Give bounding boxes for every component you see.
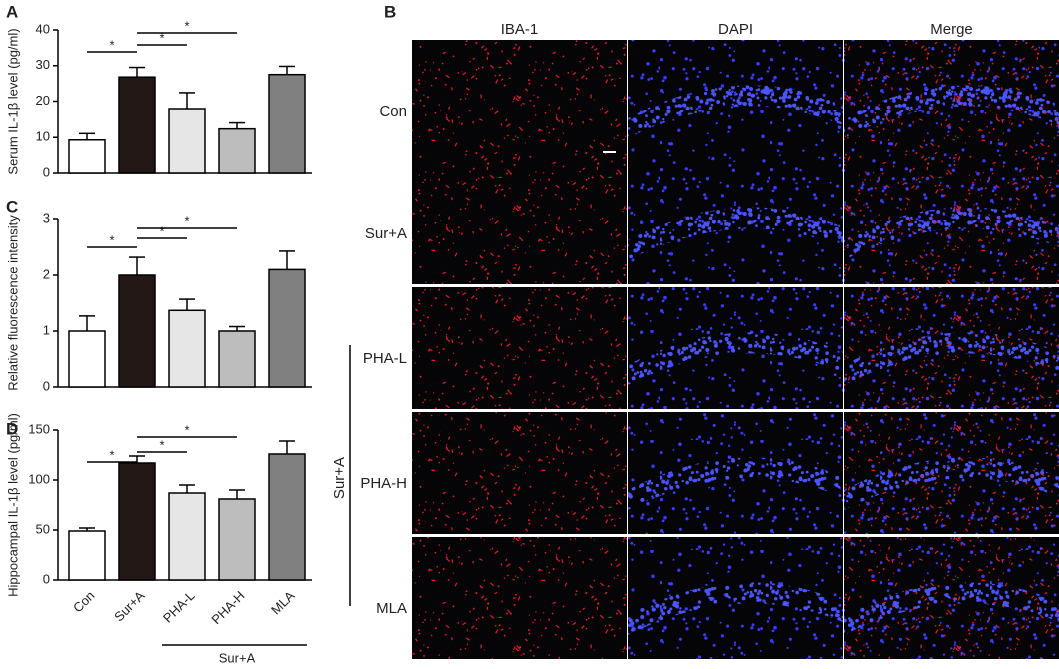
bar bbox=[118, 462, 156, 581]
row-label: MLA bbox=[376, 600, 407, 617]
bar bbox=[168, 108, 206, 174]
bar bbox=[218, 127, 256, 174]
red-microglia bbox=[412, 412, 627, 534]
y-tick-label: 0 bbox=[43, 378, 50, 393]
panel-letter: C bbox=[6, 197, 18, 216]
significance-mark: * bbox=[109, 37, 114, 52]
cell-layer bbox=[628, 207, 843, 260]
x-tick-label: PHA-L bbox=[160, 588, 198, 626]
panel-letter: A bbox=[6, 2, 18, 21]
significance-mark: * bbox=[159, 437, 164, 452]
bar bbox=[218, 330, 256, 388]
panel-letter: D bbox=[6, 419, 18, 438]
y-axis-label: Hippocampal IL-1β level (pg/ml) bbox=[5, 413, 20, 597]
x-tick-label: Con bbox=[70, 588, 97, 615]
bar bbox=[118, 274, 156, 388]
y-tick-label: 3 bbox=[43, 210, 50, 225]
bar bbox=[168, 309, 206, 388]
column-label: IBA-1 bbox=[501, 21, 539, 38]
significance-mark: * bbox=[159, 223, 164, 238]
column-label: DAPI bbox=[718, 21, 753, 38]
y-tick-label: 30 bbox=[36, 57, 50, 72]
bar bbox=[118, 76, 156, 174]
bar bbox=[68, 530, 106, 581]
y-tick-label: 100 bbox=[28, 471, 50, 486]
row-label: PHA-H bbox=[360, 475, 407, 492]
panel-letter: B bbox=[384, 2, 396, 21]
y-tick-label: 2 bbox=[43, 266, 50, 281]
red-microglia bbox=[412, 40, 627, 162]
row-label: PHA-L bbox=[363, 350, 407, 367]
red-microglia bbox=[844, 287, 1059, 409]
red-microglia bbox=[844, 40, 1059, 162]
x-tick-label: Sur+A bbox=[111, 588, 148, 625]
row-label: Sur+A bbox=[365, 225, 407, 242]
red-microglia bbox=[844, 162, 1059, 284]
bar bbox=[68, 330, 106, 388]
bar bbox=[268, 453, 306, 581]
significance-mark: * bbox=[184, 18, 189, 33]
bar bbox=[268, 73, 306, 174]
y-tick-label: 0 bbox=[43, 571, 50, 586]
bar bbox=[218, 498, 256, 581]
significance-mark: * bbox=[184, 213, 189, 228]
group-label: Sur+A bbox=[219, 650, 256, 665]
y-tick-label: 40 bbox=[36, 21, 50, 36]
cell-layer bbox=[628, 332, 843, 385]
cell-layer bbox=[628, 582, 843, 635]
significance-mark: * bbox=[109, 232, 114, 247]
significance-mark: * bbox=[184, 422, 189, 437]
red-microglia bbox=[412, 537, 627, 659]
red-microglia bbox=[844, 537, 1059, 659]
y-tick-label: 150 bbox=[28, 421, 50, 436]
cell-layer bbox=[628, 457, 843, 510]
y-tick-label: 0 bbox=[43, 164, 50, 179]
y-tick-label: 10 bbox=[36, 129, 50, 144]
significance-mark: * bbox=[109, 447, 114, 462]
x-tick-label: MLA bbox=[268, 588, 298, 618]
bar bbox=[268, 268, 306, 388]
red-microglia bbox=[844, 412, 1059, 534]
row-label: Con bbox=[379, 103, 407, 120]
x-tick-label: PHA-H bbox=[208, 588, 247, 627]
column-label: Merge bbox=[930, 21, 973, 38]
red-microglia bbox=[412, 162, 627, 284]
y-axis-label: Relative fluorescence intensity bbox=[5, 215, 20, 391]
significance-mark: * bbox=[159, 30, 164, 45]
red-microglia bbox=[412, 287, 627, 409]
bar bbox=[168, 492, 206, 581]
bar bbox=[68, 139, 106, 174]
y-tick-label: 50 bbox=[36, 521, 50, 536]
y-tick-label: 20 bbox=[36, 93, 50, 108]
y-axis-label: Serum IL-1β level (pg/ml) bbox=[5, 28, 20, 174]
cell-layer bbox=[628, 85, 843, 138]
group-label: Sur+A bbox=[331, 457, 348, 499]
y-tick-label: 1 bbox=[43, 322, 50, 337]
